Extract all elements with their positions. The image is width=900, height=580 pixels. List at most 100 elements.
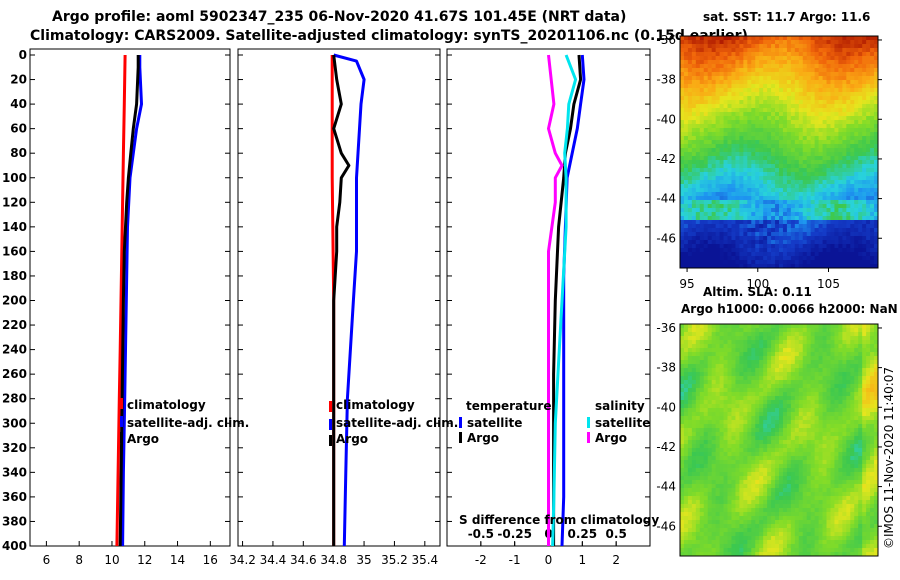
map-cell — [771, 376, 776, 381]
map-cell — [767, 376, 772, 381]
map-cell — [822, 88, 827, 93]
map-cell — [854, 460, 859, 465]
map-cell — [735, 456, 740, 461]
map-cell — [759, 456, 764, 461]
map-cell — [826, 336, 831, 341]
map-cell — [695, 324, 701, 329]
map-cell — [727, 324, 732, 329]
map-cell — [838, 456, 843, 461]
map-cell — [695, 184, 701, 189]
map-cell — [699, 380, 705, 385]
map-cell — [735, 232, 740, 237]
legend-label-climatology: climatology — [127, 398, 206, 412]
map-cell — [842, 100, 847, 105]
map-cell — [715, 156, 720, 161]
map-cell — [850, 124, 855, 129]
map-cell — [763, 168, 768, 173]
map-cell — [830, 448, 835, 453]
map-cell — [874, 48, 879, 53]
map-cell — [719, 132, 724, 137]
map-cell — [830, 464, 835, 469]
map-cell — [874, 264, 879, 269]
map-cell — [858, 400, 863, 405]
map-cell — [727, 212, 732, 217]
map-cell — [719, 352, 724, 357]
map-cell — [735, 80, 740, 85]
map-cell — [786, 256, 792, 261]
map-cell — [699, 404, 705, 409]
map-cell — [751, 236, 756, 241]
map-cell — [822, 420, 827, 425]
map-cell — [802, 364, 808, 369]
map-cell — [680, 108, 685, 113]
map-cell — [723, 144, 728, 149]
map-cell — [846, 176, 851, 181]
map-cell — [790, 148, 796, 153]
map-cell — [687, 428, 693, 433]
map-cell — [802, 144, 808, 149]
map-cell — [680, 60, 685, 65]
map-cell — [838, 52, 843, 57]
map-cell — [759, 164, 764, 169]
map-cell — [731, 168, 736, 173]
map-cell — [691, 76, 697, 81]
map-cell — [874, 120, 879, 125]
map-cell — [826, 212, 831, 217]
map-cell — [822, 336, 827, 341]
map-cell — [727, 240, 732, 245]
map-cell — [806, 452, 812, 457]
map-cell — [727, 124, 732, 129]
map-cell — [699, 260, 705, 265]
map-cell — [747, 104, 752, 109]
map-cell — [747, 144, 752, 149]
map-cell — [822, 228, 827, 233]
map-cell — [798, 440, 804, 445]
map-cell — [790, 116, 796, 121]
map-cell — [782, 228, 788, 233]
map-cell — [806, 120, 812, 125]
map-cell — [691, 44, 697, 49]
map-cell — [683, 240, 689, 245]
map-cell — [763, 232, 768, 237]
map-cell — [874, 88, 879, 93]
map-cell — [695, 112, 701, 117]
map-cell — [834, 224, 839, 229]
map-cell — [687, 76, 693, 81]
map-cell — [695, 104, 701, 109]
legend-label-s-argo: Argo — [595, 431, 627, 445]
map-cell — [755, 264, 760, 269]
map-cell — [703, 396, 709, 401]
map-cell — [691, 396, 697, 401]
map-cell — [775, 256, 780, 261]
map-cell — [739, 264, 744, 269]
map-cell — [806, 332, 812, 337]
map-cell — [719, 344, 724, 349]
map-cell — [699, 376, 705, 381]
map-cell — [850, 100, 855, 105]
map-cell — [842, 156, 847, 161]
map-cell — [711, 140, 717, 145]
map-cell — [747, 432, 752, 437]
map-cell — [818, 44, 823, 49]
map-cell — [810, 72, 816, 77]
map-cell — [751, 124, 756, 129]
map-cell — [687, 324, 693, 329]
map-cell — [735, 120, 740, 125]
map-cell — [846, 120, 851, 125]
map-cell — [687, 148, 693, 153]
map-cell — [806, 440, 812, 445]
map-cell — [719, 196, 724, 201]
map-cell — [790, 384, 796, 389]
legend-label-t-satellite: satellite — [467, 416, 522, 430]
map-cell — [814, 92, 819, 97]
map-cell — [739, 196, 744, 201]
map-cell — [695, 56, 701, 61]
map-cell — [727, 176, 732, 181]
map-cell — [747, 156, 752, 161]
map-cell — [727, 440, 732, 445]
map-cell — [826, 364, 831, 369]
map-cell — [683, 228, 689, 233]
map-cell — [838, 172, 843, 177]
map-cell — [858, 152, 863, 157]
map-cell — [826, 404, 831, 409]
